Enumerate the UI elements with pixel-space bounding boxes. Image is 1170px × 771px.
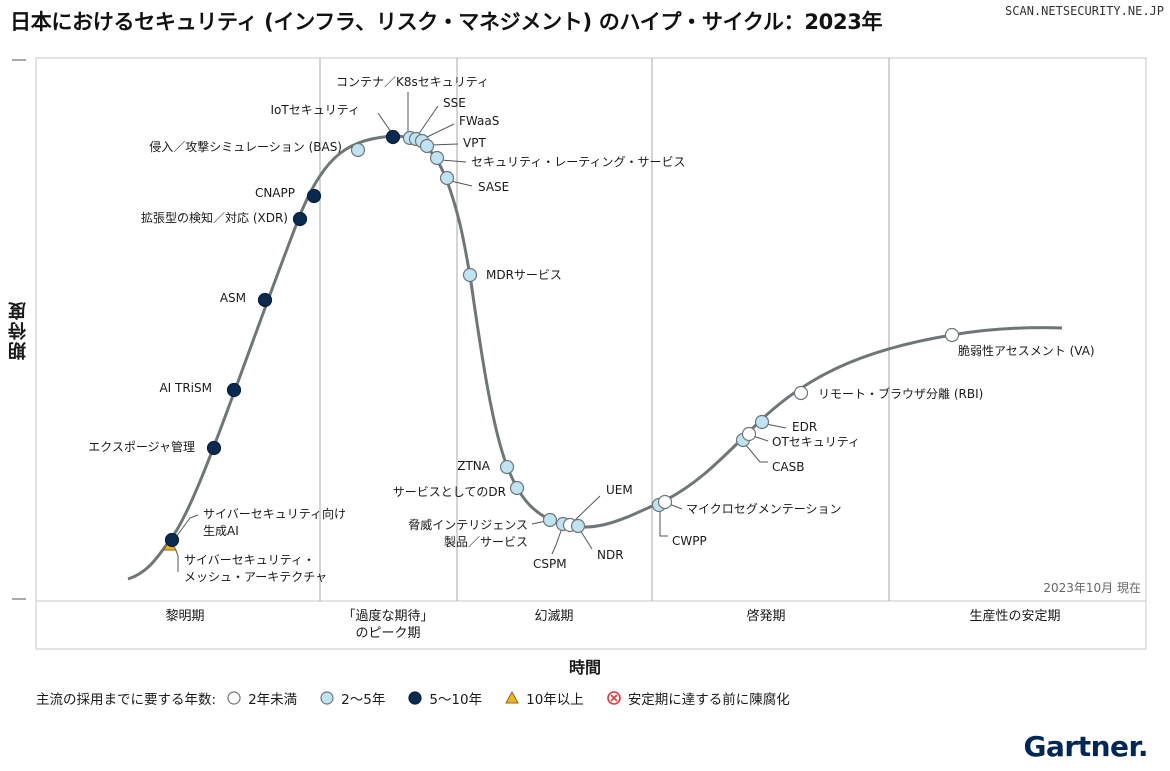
technology-marker <box>754 414 770 430</box>
as-of-date: 2023年10月 現在 <box>1043 581 1141 595</box>
technology-label: VPT <box>463 136 486 150</box>
phase-label: 生産性の安定期 <box>969 608 1060 624</box>
technology-marker <box>164 532 180 548</box>
technology-label: UEM <box>606 483 633 497</box>
technology-labels: サイバーセキュリティ・メッシュ・アーキテクチャ サイバーセキュリティ向け生成AI エ… <box>88 75 1094 584</box>
legend-y5to10-icon <box>408 691 422 705</box>
technology-label: IoTセキュリティ <box>271 103 361 117</box>
label-leader <box>430 143 459 146</box>
x-axis-label: 時間 <box>568 658 601 677</box>
legend-title: 主流の採用までに要する年数: <box>36 692 217 708</box>
legend-item: 5〜10年 <box>407 688 482 708</box>
technology-label: AI TRiSM <box>159 381 212 395</box>
technology-label: CASB <box>772 460 804 474</box>
technology-label: OTセキュリティ <box>772 435 860 449</box>
phase-label: 啓発期 <box>746 609 785 624</box>
label-leader <box>174 547 179 572</box>
technology-marker <box>657 494 673 510</box>
technology-label: 脅威インテリジェンス製品／サービス <box>408 517 528 549</box>
technology-label: エクスポージャ管理 <box>88 439 195 454</box>
phase-dividers <box>319 58 890 601</box>
technology-label: EDR <box>792 420 817 434</box>
legend-item: 2〜5年 <box>319 688 385 708</box>
label-leader <box>175 514 199 538</box>
label-leader <box>417 105 439 136</box>
legend-item: 10年以上 <box>504 688 584 708</box>
technology-label: CNAPP <box>255 186 295 200</box>
technology-marker <box>429 150 445 166</box>
technology-marker <box>542 512 558 528</box>
technology-marker <box>226 382 242 398</box>
phase-label: 「過度な期待」のピーク期 <box>342 608 433 641</box>
technology-marker <box>741 426 757 442</box>
phase-label: 幻滅期 <box>534 609 573 624</box>
technology-label: NDR <box>597 548 624 562</box>
legend-item: 安定期に達する前に陳腐化 <box>606 688 790 708</box>
technology-markers <box>163 129 960 551</box>
legend-label: 2〜5年 <box>341 692 386 708</box>
technology-marker <box>439 170 455 186</box>
technology-label: MDRサービス <box>486 268 562 282</box>
technology-label: SSE <box>443 96 466 110</box>
legend-label: 2年未満 <box>248 692 298 708</box>
technology-marker <box>462 267 478 283</box>
technology-label: CWPP <box>672 534 707 548</box>
label-leaders <box>174 92 787 572</box>
technology-label: ASM <box>220 291 246 305</box>
legend-y2to5-icon <box>320 691 334 705</box>
label-leader <box>440 159 467 163</box>
legend-lt2-icon <box>227 691 241 705</box>
legend-label: 5〜10年 <box>429 692 483 708</box>
technology-marker <box>306 188 322 204</box>
label-leader <box>424 123 455 139</box>
label-leader <box>765 423 787 429</box>
label-leader <box>377 112 392 133</box>
legend-obsolete-icon <box>607 691 621 705</box>
technology-label: SASE <box>478 180 509 194</box>
phase-band <box>35 600 1147 650</box>
label-leader <box>744 443 768 463</box>
technology-marker <box>257 292 273 308</box>
hype-curve <box>127 134 1063 581</box>
technology-marker <box>350 142 366 158</box>
source-watermark: SCAN.NETSECURITY.NE.JP <box>1005 4 1164 18</box>
technology-marker <box>944 327 960 343</box>
label-leader <box>579 529 593 550</box>
phase-label: 黎明期 <box>165 609 204 624</box>
technology-label: 侵入／攻撃シミュレーション (BAS) <box>149 139 342 154</box>
technology-marker <box>570 518 586 534</box>
hype-cycle-chart: サイバーセキュリティ・メッシュ・アーキテクチャ サイバーセキュリティ向け生成AI エ… <box>12 57 1147 650</box>
technology-label: 脆弱性アセスメント (VA) <box>958 343 1095 358</box>
technology-label: コンテナ／K8sセキュリティ <box>336 75 489 89</box>
legend-label: 安定期に達する前に陳腐化 <box>627 692 790 708</box>
chart-title: 日本におけるセキュリティ (インフラ、リスク・マネジメント) のハイプ・サイクル… <box>10 10 883 34</box>
technology-label: サイバーセキュリティ向け生成AI <box>203 506 346 538</box>
legend-gt10-icon <box>505 690 519 704</box>
technology-marker <box>206 440 222 456</box>
technology-label: サービスとしてのDR <box>393 485 506 499</box>
technology-label: マイクロセグメンテーション <box>686 502 842 516</box>
label-leader <box>551 527 563 555</box>
technology-label: CSPM <box>533 557 567 571</box>
technology-marker <box>292 211 308 227</box>
legend: 主流の採用までに要する年数: 2年未満 2〜5年 5〜10年 10年以上 安定期に達する… <box>36 688 812 708</box>
technology-marker <box>385 129 401 145</box>
technology-label: セキュリティ・レーティング・サービス <box>471 155 686 169</box>
technology-marker <box>499 459 515 475</box>
phase-labels: 黎明期 「過度な期待」のピーク期 幻滅期 啓発期 生産性の安定期 <box>165 608 1060 641</box>
label-leader <box>659 509 668 537</box>
technology-label: サイバーセキュリティ・メッシュ・アーキテクチャ <box>184 553 327 584</box>
technology-marker <box>509 480 525 496</box>
technology-label: ZTNA <box>457 459 491 473</box>
technology-label: リモート・ブラウザ分離 (RBI) <box>818 386 983 401</box>
legend-item: 2年未満 <box>226 688 297 708</box>
technology-marker <box>419 138 435 154</box>
legend-label: 10年以上 <box>526 692 584 708</box>
label-leader <box>573 495 601 522</box>
label-leader <box>450 180 473 187</box>
technology-label: 拡張型の検知／対応 (XDR) <box>141 211 288 225</box>
technology-marker <box>793 385 809 401</box>
technology-label: FWaaS <box>459 114 499 128</box>
gartner-logo: Gartner. <box>1023 730 1149 763</box>
